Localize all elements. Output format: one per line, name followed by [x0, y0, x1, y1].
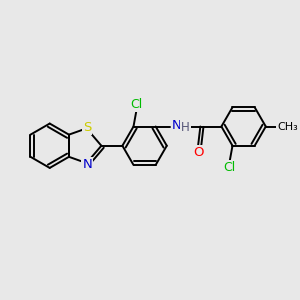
Text: CH₃: CH₃	[277, 122, 298, 131]
Text: Cl: Cl	[130, 98, 142, 111]
Text: N: N	[172, 119, 182, 132]
Text: Cl: Cl	[223, 161, 235, 174]
Text: S: S	[83, 121, 91, 134]
Text: O: O	[193, 146, 203, 160]
Text: H: H	[181, 122, 190, 134]
Text: N: N	[82, 158, 92, 171]
